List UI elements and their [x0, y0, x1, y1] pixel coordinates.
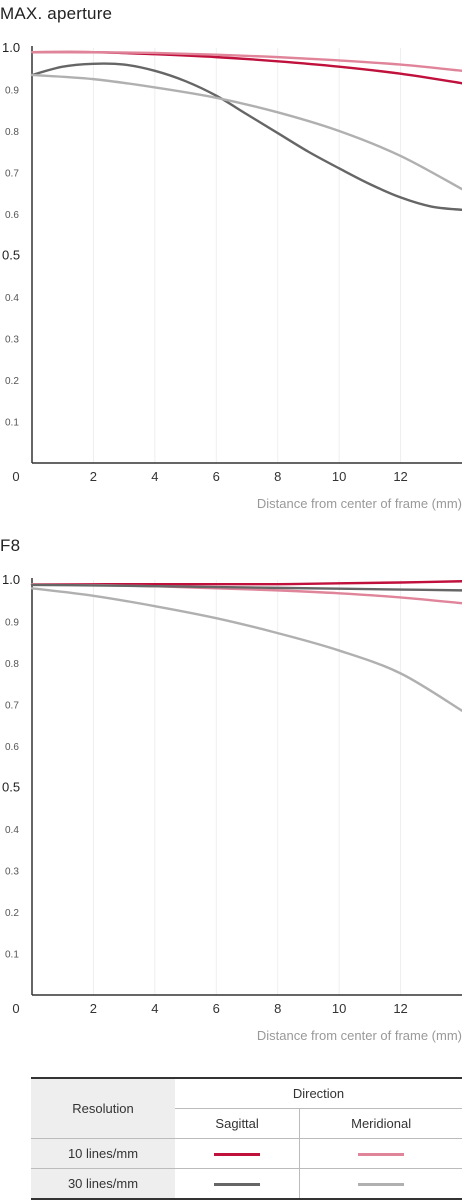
y-tick-label-0-1: 0.1 — [5, 418, 19, 429]
mtf-chart-f8: 0.1 0.2 0.3 0.4 0.5 0.6 0.7 0.8 0.9 1.0 0 2 4 6 8 10 12 D… — [0, 532, 462, 1052]
y-tick-label-1-0: 1.0 — [2, 40, 20, 55]
chart-title-f8: F8 — [0, 536, 21, 555]
legend-swatch-30-meridional — [358, 1183, 405, 1187]
y-tick-label-0-2: 0.2 — [5, 908, 19, 919]
y-tick-label-0-3: 0.3 — [5, 867, 19, 878]
y-tick-label-0-6: 0.6 — [5, 742, 19, 753]
series-line-30-lines-mm-sagittal — [30, 583, 462, 592]
mtf-chart-max-aperture-plot: 0.1 0.2 0.3 0.4 0.5 0.6 0.7 0.8 0.9 1.0 0 2 4 6 8 10 12 D… — [2, 40, 462, 511]
y-tick-label-0-4: 0.4 — [5, 293, 19, 304]
series-line-10-lines-mm-sagittal — [30, 580, 462, 586]
legend-direction-header: Direction — [175, 1077, 462, 1109]
x-tick-label-2: 2 — [90, 1001, 97, 1016]
x-tick-label-12: 12 — [393, 1001, 407, 1016]
legend-row-label-30: 30 lines/mm — [31, 1168, 175, 1200]
x-tick-label-4: 4 — [151, 469, 158, 484]
y-tick-label-0-8: 0.8 — [5, 659, 19, 670]
x-tick-label-10: 10 — [332, 469, 346, 484]
legend-cell-30-meridional — [299, 1168, 462, 1200]
series-line-30-lines-mm-meridional — [30, 587, 462, 712]
y-tick-label-1-0: 1.0 — [2, 572, 20, 587]
legend-table: Resolution Direction Sagittal Meridional… — [31, 1077, 462, 1200]
chart-title-max-aperture: MAX. aperture — [0, 4, 113, 23]
legend-meridional-header: Meridional — [299, 1108, 462, 1139]
legend-swatch-30-sagittal — [214, 1183, 261, 1187]
x-axis-label: Distance from center of frame (mm) — [257, 1028, 462, 1043]
legend-swatch-10-meridional — [358, 1153, 405, 1157]
mtf-chart-f8-plot: 0.1 0.2 0.3 0.4 0.5 0.6 0.7 0.8 0.9 1.0 0 2 4 6 8 10 12 D… — [2, 572, 462, 1043]
y-tick-label-0-6: 0.6 — [5, 210, 19, 221]
x-tick-label-8: 8 — [274, 469, 281, 484]
legend-sagittal-header: Sagittal — [175, 1108, 301, 1139]
y-tick-label-0-9: 0.9 — [5, 618, 19, 629]
x-tick-label-10: 10 — [332, 1001, 346, 1016]
y-tick-label-0-2: 0.2 — [5, 376, 19, 387]
series-line-30-lines-mm-meridional — [30, 73, 462, 191]
mtf-chart-max-aperture: 0.1 0.2 0.3 0.4 0.5 0.6 0.7 0.8 0.9 1.0 0 2 4 6 8 10 12 D… — [0, 0, 462, 520]
y-tick-label-0-5: 0.5 — [2, 248, 20, 263]
legend-cell-10-sagittal — [175, 1138, 301, 1169]
legend-row-label-10: 10 lines/mm — [31, 1138, 175, 1169]
x-tick-label-0: 0 — [12, 1001, 19, 1016]
y-tick-label-0-3: 0.3 — [5, 335, 19, 346]
y-tick-label-0-1: 0.1 — [5, 950, 19, 961]
x-tick-label-0: 0 — [12, 469, 19, 484]
x-tick-label-6: 6 — [213, 469, 220, 484]
series-line-10-lines-mm-meridional — [30, 50, 462, 73]
y-tick-label-0-7: 0.7 — [5, 169, 19, 180]
y-tick-label-0-4: 0.4 — [5, 825, 19, 836]
x-tick-label-4: 4 — [151, 1001, 158, 1016]
x-tick-label-6: 6 — [213, 1001, 220, 1016]
y-tick-label-0-7: 0.7 — [5, 701, 19, 712]
legend-cell-30-sagittal — [175, 1168, 301, 1200]
series-line-30-lines-mm-sagittal — [30, 62, 462, 212]
x-tick-label-12: 12 — [393, 469, 407, 484]
legend-cell-10-meridional — [299, 1138, 462, 1169]
y-tick-label-0-5: 0.5 — [2, 780, 20, 795]
y-tick-label-0-8: 0.8 — [5, 127, 19, 138]
legend-resolution-header: Resolution — [31, 1077, 175, 1139]
x-tick-label-2: 2 — [90, 469, 97, 484]
x-tick-label-8: 8 — [274, 1001, 281, 1016]
y-tick-label-0-9: 0.9 — [5, 86, 19, 97]
legend-swatch-10-sagittal — [214, 1153, 261, 1157]
x-axis-label: Distance from center of frame (mm) — [257, 496, 462, 511]
